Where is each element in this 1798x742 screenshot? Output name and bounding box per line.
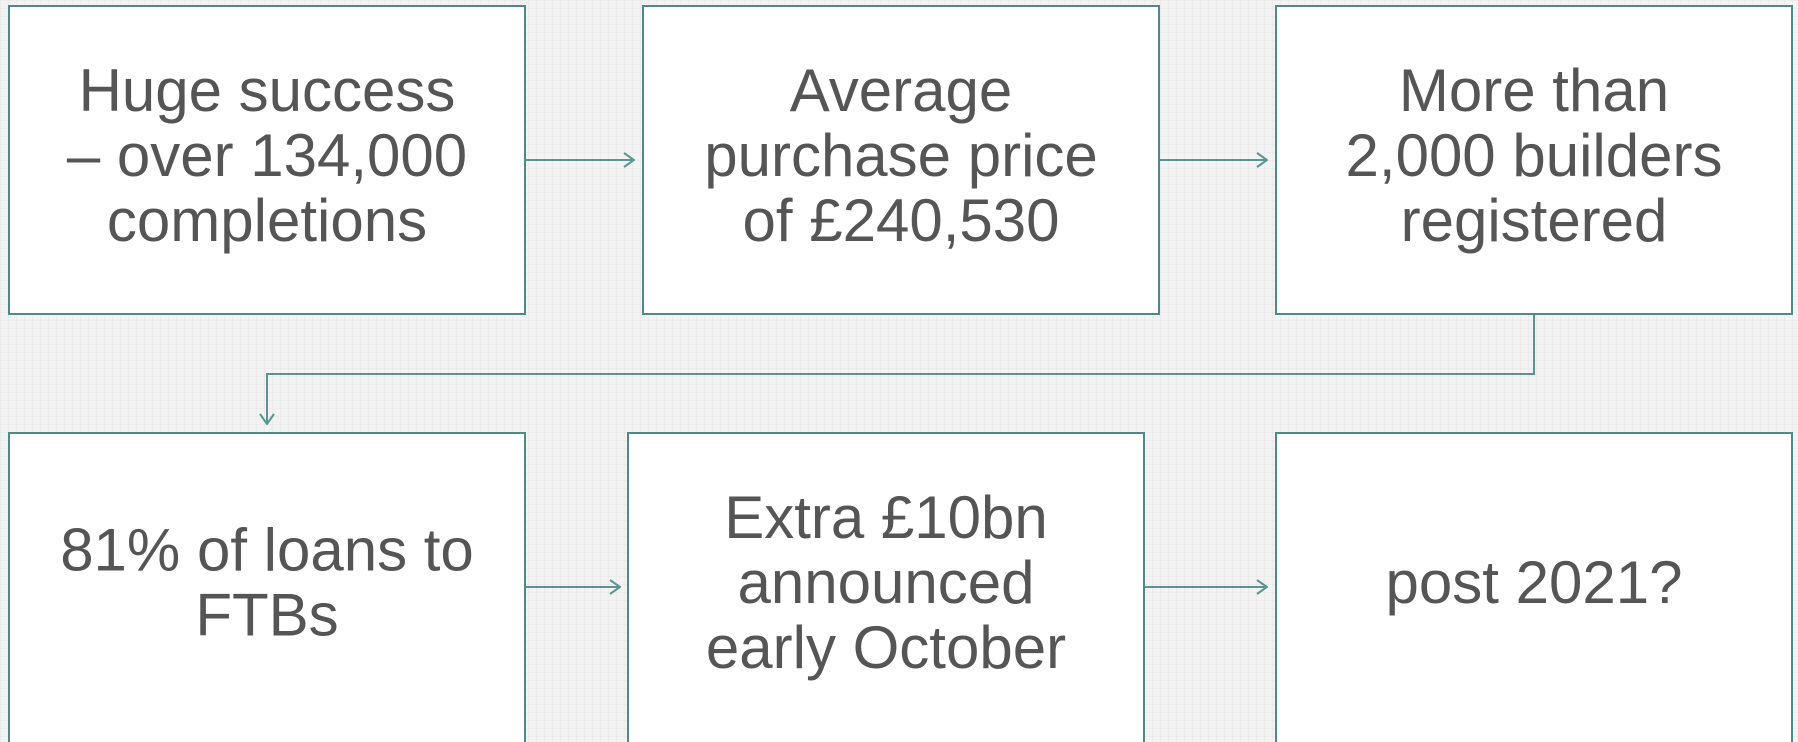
node-text: Huge success [79, 57, 456, 124]
node-text: – over 134,000 [67, 122, 467, 189]
node-text: FTBs [195, 581, 338, 648]
node-text: 2,000 builders [1346, 122, 1723, 189]
node-box [627, 432, 1145, 742]
node-text: purchase price [704, 122, 1098, 189]
node-text: registered [1401, 187, 1668, 254]
node-text: completions [107, 187, 427, 254]
node-box [642, 5, 1160, 315]
node-text: post 2021? [1386, 549, 1683, 616]
node-text: More than [1399, 57, 1669, 124]
connectors [267, 160, 1535, 587]
node-box [8, 432, 526, 742]
node-text: 81% of loans to [60, 516, 474, 583]
node-text: early October [706, 614, 1066, 681]
node: post 2021? [1275, 432, 1793, 742]
node-box [1275, 432, 1793, 742]
node-text: announced [738, 549, 1035, 616]
node-text: of £240,530 [743, 187, 1060, 254]
node-text: Average [790, 57, 1012, 124]
node-box [1275, 5, 1793, 315]
node-text: Extra £10bn [724, 484, 1048, 551]
arrow [267, 314, 1535, 424]
node-box [8, 5, 526, 315]
